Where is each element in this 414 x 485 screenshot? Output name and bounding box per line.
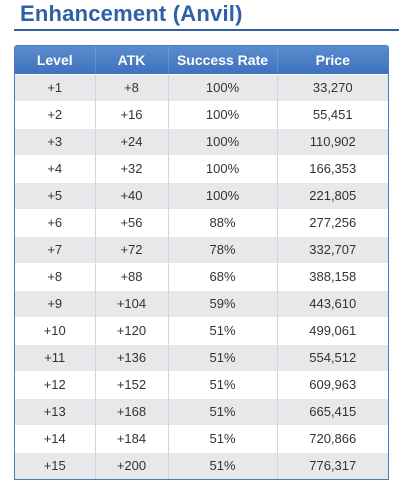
level-cell: +13 bbox=[15, 397, 96, 425]
atk-cell: +200 bbox=[95, 451, 169, 479]
atk-cell: +16 bbox=[95, 100, 169, 128]
atk-cell: +40 bbox=[95, 181, 169, 209]
enhancement-table: Level ATK Success Rate Price +1 +8 100% 33,… bbox=[15, 46, 388, 479]
table-row: +3 +24 100% 110,902 bbox=[15, 127, 388, 155]
price-cell: 443,610 bbox=[277, 289, 388, 317]
table-row: +10 +120 51% 499,061 bbox=[15, 316, 388, 344]
price-cell: 665,415 bbox=[277, 397, 388, 425]
table-header-row: Level ATK Success Rate Price bbox=[15, 46, 388, 74]
success-rate-cell: 100% bbox=[168, 181, 278, 209]
success-rate-cell: 78% bbox=[168, 235, 278, 263]
price-cell: 776,317 bbox=[277, 451, 388, 479]
success-rate-cell: 88% bbox=[168, 208, 278, 236]
atk-cell: +136 bbox=[95, 343, 169, 371]
table-row: +12 +152 51% 609,963 bbox=[15, 370, 388, 398]
level-cell: +3 bbox=[15, 127, 96, 155]
table-row: +11 +136 51% 554,512 bbox=[15, 343, 388, 371]
table-row: +4 +32 100% 166,353 bbox=[15, 154, 388, 182]
column-header-success-rate: Success Rate bbox=[168, 46, 278, 74]
atk-cell: +168 bbox=[95, 397, 169, 425]
level-cell: +2 bbox=[15, 100, 96, 128]
price-cell: 166,353 bbox=[277, 154, 388, 182]
success-rate-cell: 100% bbox=[168, 154, 278, 182]
atk-cell: +104 bbox=[95, 289, 169, 317]
atk-cell: +24 bbox=[95, 127, 169, 155]
table-row: +6 +56 88% 277,256 bbox=[15, 208, 388, 236]
atk-cell: +72 bbox=[95, 235, 169, 263]
price-cell: 55,451 bbox=[277, 100, 388, 128]
column-header-atk: ATK bbox=[95, 46, 169, 74]
table-row: +5 +40 100% 221,805 bbox=[15, 181, 388, 209]
atk-cell: +88 bbox=[95, 262, 169, 290]
page-title: Enhancement (Anvil) bbox=[20, 1, 243, 26]
table-row: +13 +168 51% 665,415 bbox=[15, 397, 388, 425]
success-rate-cell: 51% bbox=[168, 451, 278, 479]
table-body: +1 +8 100% 33,270 +2 +16 100% 55,451 +3 +24 100% 11… bbox=[15, 73, 388, 479]
success-rate-cell: 51% bbox=[168, 424, 278, 452]
table-header: Level ATK Success Rate Price bbox=[15, 46, 388, 74]
success-rate-cell: 51% bbox=[168, 343, 278, 371]
price-cell: 332,707 bbox=[277, 235, 388, 263]
table-row: +9 +104 59% 443,610 bbox=[15, 289, 388, 317]
atk-cell: +56 bbox=[95, 208, 169, 236]
atk-cell: +152 bbox=[95, 370, 169, 398]
success-rate-cell: 100% bbox=[168, 100, 278, 128]
table-row: +7 +72 78% 332,707 bbox=[15, 235, 388, 263]
level-cell: +12 bbox=[15, 370, 96, 398]
level-cell: +1 bbox=[15, 73, 96, 101]
table-row: +1 +8 100% 33,270 bbox=[15, 73, 388, 101]
price-cell: 388,158 bbox=[277, 262, 388, 290]
atk-cell: +184 bbox=[95, 424, 169, 452]
column-header-price: Price bbox=[315, 51, 350, 68]
level-cell: +15 bbox=[15, 451, 96, 479]
enhancement-table-container: Level ATK Success Rate Price +1 +8 100% 33,… bbox=[14, 45, 389, 480]
title-bar: Enhancement (Anvil) bbox=[14, 0, 399, 31]
price-cell: 720,866 bbox=[277, 424, 388, 452]
price-cell: 221,805 bbox=[277, 181, 388, 209]
price-cell: 110,902 bbox=[277, 127, 388, 155]
success-rate-cell: 51% bbox=[168, 397, 278, 425]
price-cell: 499,061 bbox=[277, 316, 388, 344]
atk-cell: +120 bbox=[95, 316, 169, 344]
success-rate-cell: 51% bbox=[168, 370, 278, 398]
table-row: +15 +200 51% 776,317 bbox=[15, 451, 388, 479]
atk-cell: +32 bbox=[95, 154, 169, 182]
table-row: +14 +184 51% 720,866 bbox=[15, 424, 388, 452]
column-header-level: Level bbox=[15, 46, 96, 74]
table-row: +2 +16 100% 55,451 bbox=[15, 100, 388, 128]
price-cell: 277,256 bbox=[277, 208, 388, 236]
level-cell: +10 bbox=[15, 316, 96, 344]
atk-cell: +8 bbox=[95, 73, 169, 101]
price-cell: 554,512 bbox=[277, 343, 388, 371]
level-cell: +14 bbox=[15, 424, 96, 452]
success-rate-cell: 100% bbox=[168, 73, 278, 101]
success-rate-cell: 51% bbox=[168, 316, 278, 344]
level-cell: +11 bbox=[15, 343, 96, 371]
level-cell: +4 bbox=[15, 154, 96, 182]
level-cell: +7 bbox=[15, 235, 96, 263]
price-cell: 609,963 bbox=[277, 370, 388, 398]
level-cell: +6 bbox=[15, 208, 96, 236]
level-cell: +9 bbox=[15, 289, 96, 317]
success-rate-cell: 100% bbox=[168, 127, 278, 155]
success-rate-cell: 68% bbox=[168, 262, 278, 290]
price-cell: 33,270 bbox=[277, 73, 388, 101]
table-row: +8 +88 68% 388,158 bbox=[15, 262, 388, 290]
success-rate-cell: 59% bbox=[168, 289, 278, 317]
level-cell: +8 bbox=[15, 262, 96, 290]
level-cell: +5 bbox=[15, 181, 96, 209]
